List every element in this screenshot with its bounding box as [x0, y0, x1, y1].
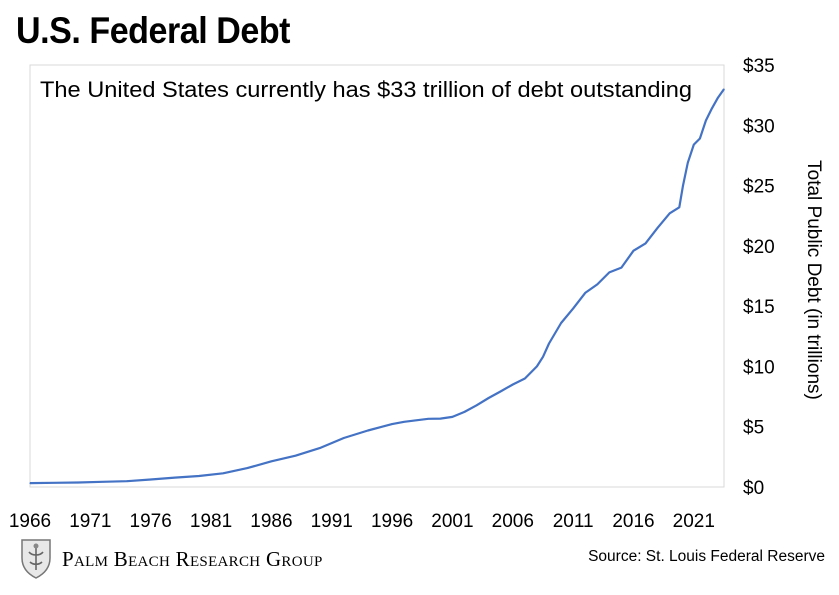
- data-point: [572, 308, 574, 310]
- crest-logo-icon: [21, 539, 51, 579]
- data-point: [53, 482, 55, 484]
- data-point: [711, 107, 713, 109]
- data-point: [427, 418, 429, 420]
- x-tick-label: 1991: [311, 511, 353, 532]
- data-point: [488, 397, 490, 399]
- data-point: [367, 429, 369, 432]
- data-point: [174, 477, 176, 479]
- data-point: [343, 437, 345, 439]
- data-point: [222, 472, 224, 474]
- source-note: Source: St. Louis Federal Reserve: [588, 548, 825, 565]
- data-point: [415, 419, 417, 421]
- data-point: [542, 356, 544, 358]
- x-tick-label: 1996: [371, 511, 413, 532]
- x-tick-label: 2016: [612, 511, 654, 532]
- data-point: [723, 88, 725, 90]
- y-tick-label: $30: [743, 116, 775, 137]
- y-tick-label: $15: [743, 297, 775, 318]
- data-point: [391, 423, 393, 425]
- data-point: [669, 212, 671, 214]
- x-axis-ticks: 1966 1971 1976 1981 1986 1991 1996 2001 2006 2011…: [9, 511, 715, 532]
- data-point: [294, 455, 297, 457]
- data-point: [717, 97, 719, 99]
- data-point: [548, 342, 550, 345]
- data-point: [29, 482, 31, 484]
- data-point: [536, 365, 538, 367]
- y-tick-label: $20: [743, 237, 775, 258]
- data-point: [608, 271, 610, 273]
- data-point: [644, 242, 647, 244]
- chart-title: U.S. Federal Debt: [16, 10, 291, 51]
- data-point: [198, 475, 200, 477]
- x-tick-label: 1986: [250, 511, 292, 532]
- data-point: [620, 267, 623, 269]
- data-point: [596, 283, 598, 285]
- plot-frame: [29, 64, 725, 488]
- data-point: [687, 162, 689, 164]
- data-point: [632, 250, 635, 252]
- series-points: [29, 88, 725, 484]
- data-point: [682, 185, 684, 187]
- y-tick-label: $35: [743, 56, 775, 77]
- data-point: [699, 137, 701, 140]
- x-tick-label: 2021: [673, 511, 715, 532]
- data-point: [512, 383, 514, 386]
- data-point: [463, 411, 466, 413]
- data-point: [270, 460, 272, 462]
- chart-annotation: The United States currently has $33 tril…: [40, 77, 692, 102]
- data-point: [150, 478, 152, 481]
- data-point: [451, 416, 453, 418]
- data-point: [319, 447, 321, 449]
- x-tick-label: 1976: [130, 511, 172, 532]
- data-point: [584, 292, 586, 294]
- y-tick-label: $5: [743, 418, 764, 439]
- data-point: [500, 390, 502, 392]
- data-point: [657, 227, 659, 229]
- data-point: [560, 322, 562, 324]
- data-point: [126, 480, 128, 482]
- data-point: [524, 377, 526, 380]
- x-tick-label: 1971: [69, 511, 111, 532]
- y-tick-label: $25: [743, 177, 775, 198]
- data-point: [678, 206, 680, 208]
- data-point: [246, 467, 248, 469]
- data-point: [403, 421, 405, 423]
- x-tick-label: 2011: [553, 511, 594, 532]
- x-tick-label: 2001: [431, 511, 473, 532]
- x-tick-label: 2006: [492, 511, 534, 532]
- data-point: [693, 144, 695, 146]
- data-point: [476, 404, 478, 406]
- y-tick-label: $10: [743, 357, 775, 378]
- logo-wordmark: Palm Beach Research Group: [62, 547, 323, 571]
- x-tick-label: 1981: [190, 511, 232, 532]
- x-tick-label: 1966: [9, 511, 51, 532]
- y-tick-label: $0: [743, 478, 764, 499]
- data-point: [77, 481, 79, 484]
- y-axis-label: Total Public Debt (in trillions): [803, 160, 824, 400]
- data-point: [101, 481, 103, 483]
- data-point: [705, 119, 707, 122]
- y-axis-ticks: $0 $5 $10 $15 $20 $25 $30 $35: [743, 56, 775, 499]
- data-point: [439, 418, 441, 420]
